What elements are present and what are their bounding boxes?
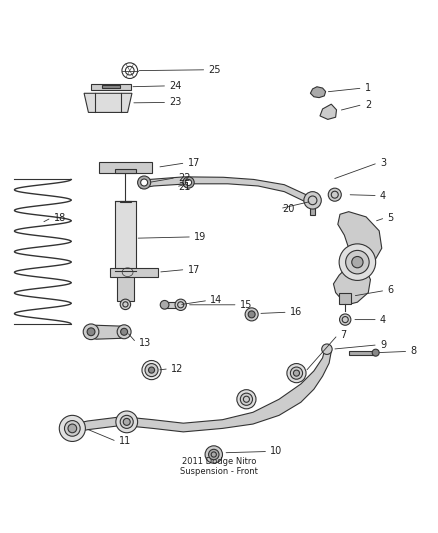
Text: 13: 13 (138, 338, 151, 348)
Circle shape (237, 390, 256, 409)
Text: 3: 3 (380, 158, 386, 168)
Polygon shape (88, 325, 127, 339)
Text: 16: 16 (290, 307, 302, 317)
Circle shape (160, 301, 169, 309)
Circle shape (120, 299, 131, 310)
Text: 19: 19 (194, 232, 206, 242)
Circle shape (240, 393, 253, 405)
Text: 25: 25 (208, 65, 221, 75)
Text: 20: 20 (282, 204, 294, 214)
Circle shape (372, 349, 379, 356)
Circle shape (68, 424, 77, 433)
Text: 2: 2 (365, 100, 371, 110)
Circle shape (346, 251, 369, 274)
Text: 6: 6 (388, 286, 394, 295)
Bar (115, 201, 136, 271)
Circle shape (141, 179, 148, 186)
Polygon shape (333, 212, 382, 304)
Circle shape (290, 367, 303, 379)
Text: 17: 17 (187, 158, 200, 168)
Circle shape (293, 370, 300, 376)
Text: 14: 14 (210, 295, 223, 305)
Polygon shape (320, 104, 336, 119)
Bar (115, 168, 136, 173)
Circle shape (208, 449, 219, 460)
Text: 8: 8 (410, 346, 417, 357)
Bar (310, 200, 315, 215)
Circle shape (123, 418, 130, 425)
Text: 5: 5 (388, 213, 394, 223)
Bar (120, 201, 131, 202)
Bar (92, 84, 131, 90)
Bar (339, 294, 351, 304)
Circle shape (83, 324, 99, 340)
Circle shape (64, 421, 80, 436)
Circle shape (245, 308, 258, 321)
Circle shape (138, 176, 151, 189)
Bar (162, 302, 179, 308)
Text: 4: 4 (380, 314, 386, 325)
Text: 11: 11 (119, 437, 131, 447)
Circle shape (142, 360, 161, 379)
Circle shape (339, 314, 351, 325)
Bar (99, 161, 152, 173)
Polygon shape (311, 87, 325, 98)
Text: 22: 22 (178, 173, 191, 183)
Circle shape (185, 180, 191, 185)
Bar (102, 85, 120, 88)
Text: 2011 Dodge Nitro
Suspension - Front: 2011 Dodge Nitro Suspension - Front (180, 457, 258, 477)
Circle shape (59, 415, 85, 441)
Circle shape (120, 328, 127, 335)
Text: 23: 23 (170, 98, 182, 108)
Text: 1: 1 (365, 83, 371, 93)
Circle shape (304, 192, 321, 209)
Circle shape (116, 411, 138, 433)
Text: 4: 4 (380, 191, 386, 200)
Circle shape (352, 256, 363, 268)
Circle shape (145, 364, 158, 377)
Circle shape (175, 299, 186, 310)
Circle shape (248, 311, 255, 318)
Polygon shape (141, 177, 315, 206)
Text: 9: 9 (380, 340, 386, 350)
Text: 18: 18 (53, 213, 66, 223)
Circle shape (205, 446, 223, 463)
Text: 24: 24 (170, 81, 182, 91)
Circle shape (183, 177, 194, 188)
Text: 15: 15 (240, 300, 252, 310)
Circle shape (339, 244, 376, 280)
Text: 12: 12 (171, 364, 184, 374)
Bar (117, 271, 134, 301)
Circle shape (328, 188, 341, 201)
Circle shape (117, 325, 131, 339)
Polygon shape (84, 93, 132, 112)
Circle shape (148, 367, 155, 373)
Circle shape (87, 328, 95, 336)
Text: 21: 21 (178, 182, 191, 192)
Circle shape (287, 364, 306, 383)
Circle shape (120, 415, 133, 429)
Text: 7: 7 (340, 330, 346, 340)
Circle shape (322, 344, 332, 354)
Text: 10: 10 (270, 447, 283, 456)
Polygon shape (68, 347, 331, 434)
Text: 17: 17 (187, 264, 200, 274)
Bar (110, 268, 158, 277)
Bar (349, 351, 376, 355)
